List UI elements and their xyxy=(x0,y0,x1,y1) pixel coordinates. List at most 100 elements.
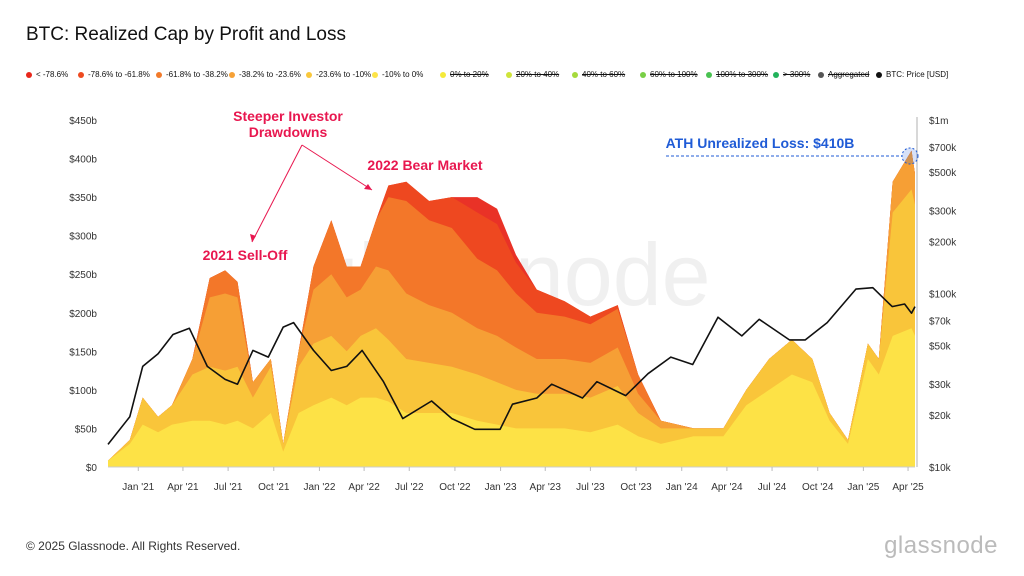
x-tick-label: Oct '22 xyxy=(439,482,471,493)
arrow-head-bear xyxy=(364,184,372,190)
legend-dot-icon xyxy=(876,71,882,78)
legend-item-11[interactable]: > 300% xyxy=(773,70,810,79)
legend-label: -10% to 0% xyxy=(382,70,424,79)
y-right-tick-label: $1m xyxy=(929,116,948,127)
y-left-tick-label: $200b xyxy=(69,309,97,320)
y-left-tick-label: $400b xyxy=(69,155,97,166)
legend-dot-icon xyxy=(572,71,578,78)
y-right-tick-label: $10k xyxy=(929,463,952,474)
legend-item-0[interactable]: < -78.6% xyxy=(26,70,68,79)
legend-label: -23.6% to -10% xyxy=(316,70,372,79)
price-line-group xyxy=(107,286,916,445)
y-left-tick-label: $150b xyxy=(69,347,97,358)
x-tick-label: Jan '24 xyxy=(666,482,698,493)
legend: < -78.6% -78.6% to -61.8% -61.8% to -38.2%… xyxy=(26,70,1016,84)
x-tick-label: Jul '21 xyxy=(214,482,243,493)
legend-item-7[interactable]: 20% to 40% xyxy=(506,70,559,79)
legend-dot-icon xyxy=(372,71,378,78)
legend-dot-icon xyxy=(229,71,235,78)
legend-dot-icon xyxy=(706,71,712,78)
y-right-tick-label: $20k xyxy=(929,411,952,422)
ath-marker xyxy=(901,147,919,165)
x-tick-label: Jan '23 xyxy=(485,482,517,493)
annotations: Steeper Investor Drawdowns 2022 Bear Mar… xyxy=(203,108,919,263)
btc-price-line xyxy=(107,286,916,445)
legend-label: 60% to 100% xyxy=(650,70,698,79)
legend-item-12[interactable]: Aggregated xyxy=(818,70,869,79)
legend-dot-icon xyxy=(156,71,162,78)
legend-item-13[interactable]: BTC: Price [USD] xyxy=(876,70,948,79)
copyright-footer: © 2025 Glassnode. All Rights Reserved. xyxy=(26,539,241,553)
y-right-tick-label: $70k xyxy=(929,316,952,327)
y-left-tick-label: $300b xyxy=(69,232,97,243)
legend-label: -78.6% to -61.8% xyxy=(88,70,150,79)
legend-item-10[interactable]: 100% to 300% xyxy=(706,70,768,79)
x-tick-label: Jul '24 xyxy=(758,482,787,493)
legend-dot-icon xyxy=(640,71,646,78)
annotation-2021-selloff: 2021 Sell-Off xyxy=(203,247,288,263)
annotation-bear-market: 2022 Bear Market xyxy=(367,157,483,173)
axes: $0 $50b $100b $150b $200b $250b $300b $350b $400… xyxy=(69,116,957,493)
legend-label: < -78.6% xyxy=(36,70,69,79)
legend-dot-icon xyxy=(773,71,779,78)
legend-label: 0% to 20% xyxy=(450,70,489,79)
legend-item-2[interactable]: -61.8% to -38.2% xyxy=(156,70,228,79)
legend-item-6[interactable]: 0% to 20% xyxy=(440,70,489,79)
legend-item-9[interactable]: 60% to 100% xyxy=(640,70,698,79)
y-left-tick-label: $0 xyxy=(86,463,98,474)
x-tick-label: Oct '21 xyxy=(258,482,290,493)
legend-label: 20% to 40% xyxy=(516,70,560,79)
legend-label: Aggregated xyxy=(828,70,870,79)
annotation-steeper-line1: Steeper Investor xyxy=(233,108,343,124)
legend-label: -61.8% to -38.2% xyxy=(166,70,228,79)
legend-label: -38.2% to -23.6% xyxy=(239,70,301,79)
loss-band-1 xyxy=(108,189,915,467)
loss-band-0 xyxy=(108,328,915,467)
legend-dot-icon xyxy=(78,71,84,78)
y-right-tick-label: $700k xyxy=(929,143,957,154)
chart-title: BTC: Realized Cap by Profit and Loss xyxy=(26,24,346,45)
y-right-tick-label: $30k xyxy=(929,380,952,391)
x-tick-label: Apr '24 xyxy=(711,482,743,493)
legend-item-8[interactable]: 40% to 60% xyxy=(572,70,625,79)
x-tick-label: Jan '22 xyxy=(303,482,335,493)
legend-item-3[interactable]: -38.2% to -23.6% xyxy=(229,70,301,79)
x-tick-label: Oct '24 xyxy=(802,482,834,493)
arrow-to-bear xyxy=(301,144,373,191)
y-right-tick-label: $50k xyxy=(929,342,952,353)
y-right-tick-label: $300k xyxy=(929,207,957,218)
x-tick-label: Apr '25 xyxy=(892,482,924,493)
legend-item-1[interactable]: -78.6% to -61.8% xyxy=(78,70,150,79)
legend-label: > 300% xyxy=(783,70,811,79)
y-right-tick-label: $200k xyxy=(929,237,957,248)
y-left-tick-label: $100b xyxy=(69,386,97,397)
arrow-head-selloff xyxy=(250,234,256,242)
annotation-ath-loss: ATH Unrealized Loss: $410B xyxy=(666,135,855,151)
x-tick-label: Oct '23 xyxy=(620,482,652,493)
brand-logo: glassnode xyxy=(884,532,998,559)
legend-label: BTC: Price [USD] xyxy=(886,70,949,79)
x-tick-label: Jan '25 xyxy=(847,482,879,493)
legend-dot-icon xyxy=(818,71,824,78)
legend-item-5[interactable]: -10% to 0% xyxy=(372,70,423,79)
y-right-tick-label: $100k xyxy=(929,290,957,301)
y-right-tick-label: $500k xyxy=(929,168,957,179)
x-tick-label: Apr '23 xyxy=(530,482,562,493)
arrow-to-selloff xyxy=(251,144,303,243)
legend-dot-icon xyxy=(440,71,446,78)
legend-label: 40% to 60% xyxy=(582,70,626,79)
x-tick-label: Apr '22 xyxy=(348,482,380,493)
y-left-tick-label: $50b xyxy=(75,424,98,435)
y-left-tick-label: $250b xyxy=(69,270,97,281)
annotation-steeper-line2: Drawdowns xyxy=(249,124,328,140)
x-tick-label: Jan '21 xyxy=(122,482,154,493)
legend-dot-icon xyxy=(506,71,512,78)
legend-item-4[interactable]: -23.6% to -10% xyxy=(306,70,371,79)
loss-area-layers xyxy=(108,150,915,468)
y-left-tick-label: $450b xyxy=(69,116,97,127)
x-tick-label: Jul '22 xyxy=(395,482,424,493)
legend-label: 100% to 300% xyxy=(716,70,769,79)
x-tick-label: Jul '23 xyxy=(576,482,605,493)
y-left-tick-label: $350b xyxy=(69,193,97,204)
